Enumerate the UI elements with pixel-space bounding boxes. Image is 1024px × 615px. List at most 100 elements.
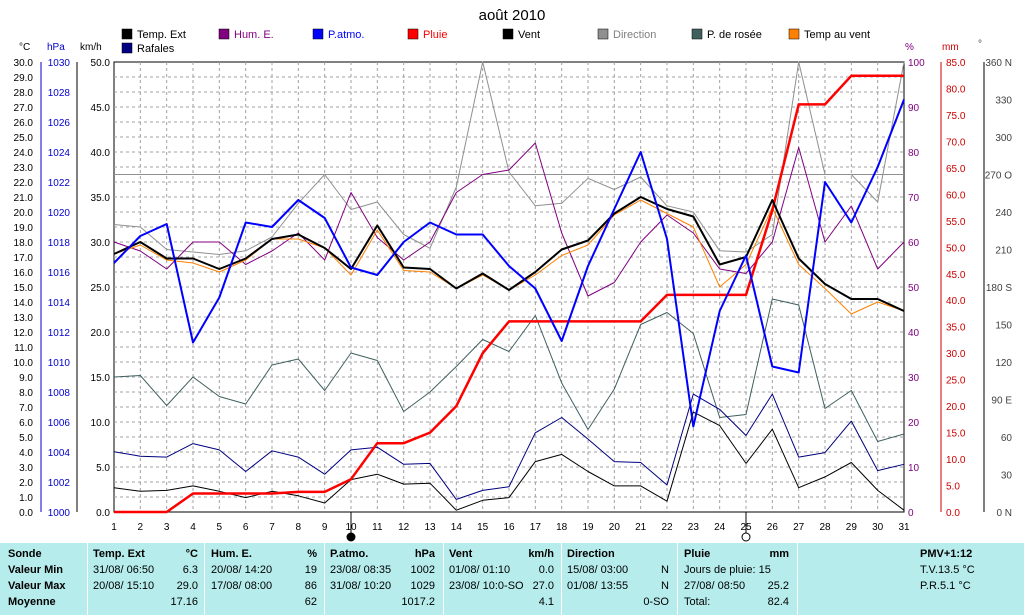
- pressure-tick: 1024: [48, 148, 71, 159]
- hum-mean-value: 62: [304, 596, 317, 608]
- x-tick-label: 23: [688, 522, 700, 533]
- direction-tick: 360 N: [985, 58, 1012, 69]
- pressure-tick: 1020: [48, 208, 71, 219]
- humidity-axis-label: %: [905, 42, 914, 53]
- rain-tick: 40.0: [946, 296, 966, 307]
- hum-max-value: 86: [304, 580, 317, 592]
- weather-chart: août 2010 0.0 1.0 2.0 3.0 4.0 5.0 6.0 7.0 8.0 9.0 1…: [14, 7, 1012, 542]
- humidity-tick: 0: [908, 508, 914, 519]
- direction-tick: 270 O: [985, 171, 1012, 182]
- wind-tick: 25.0: [91, 283, 111, 294]
- legend-swatch: [312, 28, 324, 40]
- rain-tick: 10.0: [946, 455, 966, 466]
- rain-tick: 50.0: [946, 243, 966, 254]
- temp-tick: 3.0: [19, 463, 33, 474]
- wind-tick: 15.0: [91, 373, 111, 384]
- series-line-temp-ext: [113, 196, 905, 312]
- pmv-tv: T.V.13.5 °C: [920, 564, 975, 576]
- max-label: Valeur Max: [8, 580, 66, 592]
- humidity-tick: 100: [908, 58, 925, 69]
- temp-tick: 20.0: [14, 208, 34, 219]
- hum-min-value: 19: [304, 564, 317, 576]
- vent-mean-value: 4.1: [538, 596, 554, 608]
- direction-tick: 90 E: [991, 396, 1012, 407]
- legend-swatch: [121, 28, 133, 40]
- direction-tick: 180 S: [986, 283, 1012, 294]
- legend-swatch: [407, 28, 419, 40]
- temp-tick: 24.0: [14, 148, 34, 159]
- temp-max-date: 20/08/ 15:10: [93, 580, 155, 592]
- legend-entry: Temp. Ext: [137, 29, 186, 41]
- temp-header: Temp. Ext: [93, 548, 145, 560]
- pressure-tick: 1008: [48, 388, 71, 399]
- pluie-total-label: Total:: [684, 596, 711, 608]
- min-label: Valeur Min: [8, 564, 64, 576]
- x-tick-label: 13: [424, 522, 436, 533]
- x-tick-label: 29: [846, 522, 858, 533]
- legend-entry: Hum. E.: [234, 29, 274, 41]
- pressure-tick: 1004: [48, 448, 71, 459]
- humidity-tick: 90: [908, 103, 920, 114]
- pmv-header: PMV+1:12: [920, 548, 973, 560]
- x-tick-label: 31: [898, 522, 910, 533]
- pluie-max-date: 27/08/ 08:50: [684, 580, 746, 592]
- x-tick-label: 19: [582, 522, 594, 533]
- rain-tick: 60.0: [946, 190, 966, 201]
- legend-swatch: [788, 28, 800, 40]
- legend-entry: P. de rosée: [707, 29, 762, 41]
- x-tick-label: 20: [609, 522, 621, 533]
- x-tick-label: 5: [217, 522, 223, 533]
- wind-axis-label: km/h: [80, 42, 102, 53]
- temp-unit: °C: [185, 548, 198, 560]
- humidity-tick: 40: [908, 328, 920, 339]
- rain-tick: 5.0: [946, 482, 960, 493]
- rain-tick: 55.0: [946, 217, 966, 228]
- rain-tick: 25.0: [946, 376, 966, 387]
- pluie-unit: mm: [769, 548, 789, 560]
- rain-tick: 70.0: [946, 137, 966, 148]
- direction-header: Direction: [567, 548, 615, 560]
- temp-tick: 30.0: [14, 58, 34, 69]
- x-tick-label: 2: [138, 522, 144, 533]
- vent-unit: km/h: [528, 548, 554, 560]
- temp-tick: 9.0: [19, 373, 33, 384]
- series-line-direction: [113, 61, 905, 255]
- temp-tick: 19.0: [14, 223, 34, 234]
- rain-tick: 15.0: [946, 429, 966, 440]
- temp-tick: 22.0: [14, 178, 34, 189]
- legend-swatch: [121, 42, 133, 54]
- wind-tick: 40.0: [91, 148, 111, 159]
- temp-tick: 26.0: [14, 118, 34, 129]
- direction-max-value: N: [661, 580, 669, 592]
- series-line-p-de-ros-e: [113, 298, 905, 442]
- x-tick-label: 3: [164, 522, 170, 533]
- pressure-tick: 1014: [48, 298, 71, 309]
- wind-tick: 20.0: [91, 328, 111, 339]
- full-moon-icon: [741, 532, 751, 542]
- stats-pmv-column: PMV+1:12 T.V.13.5 °C P.R.5.1 °C: [900, 546, 1010, 594]
- hum-unit: %: [307, 548, 317, 560]
- temp-tick: 18.0: [14, 238, 34, 249]
- patmo-mean-value: 1017.2: [401, 596, 435, 608]
- patmo-min-value: 1002: [410, 564, 435, 576]
- direction-tick: 150: [995, 321, 1012, 332]
- vent-max-value: 27.0: [532, 580, 554, 592]
- humidity-tick: 60: [908, 238, 920, 249]
- hum-header: Hum. E.: [211, 548, 252, 560]
- pressure-tick: 1002: [48, 478, 71, 489]
- pressure-tick: 1006: [48, 418, 71, 429]
- pressure-tick: 1026: [48, 118, 71, 129]
- temp-tick: 29.0: [14, 73, 34, 84]
- direction-tick: 330: [995, 96, 1012, 107]
- series-line-vent: [113, 411, 905, 511]
- pressure-tick: 1018: [48, 238, 71, 249]
- humidity-tick: 50: [908, 283, 920, 294]
- pressure-tick: 1028: [48, 88, 71, 99]
- legend-swatch: [691, 28, 703, 40]
- legend-entry: Rafales: [137, 43, 175, 55]
- legend-entry: Vent: [518, 29, 540, 41]
- rain-tick: 80.0: [946, 84, 966, 95]
- series-line-rafales: [113, 393, 905, 500]
- x-tick-label: 9: [322, 522, 328, 533]
- x-tick-label: 22: [661, 522, 673, 533]
